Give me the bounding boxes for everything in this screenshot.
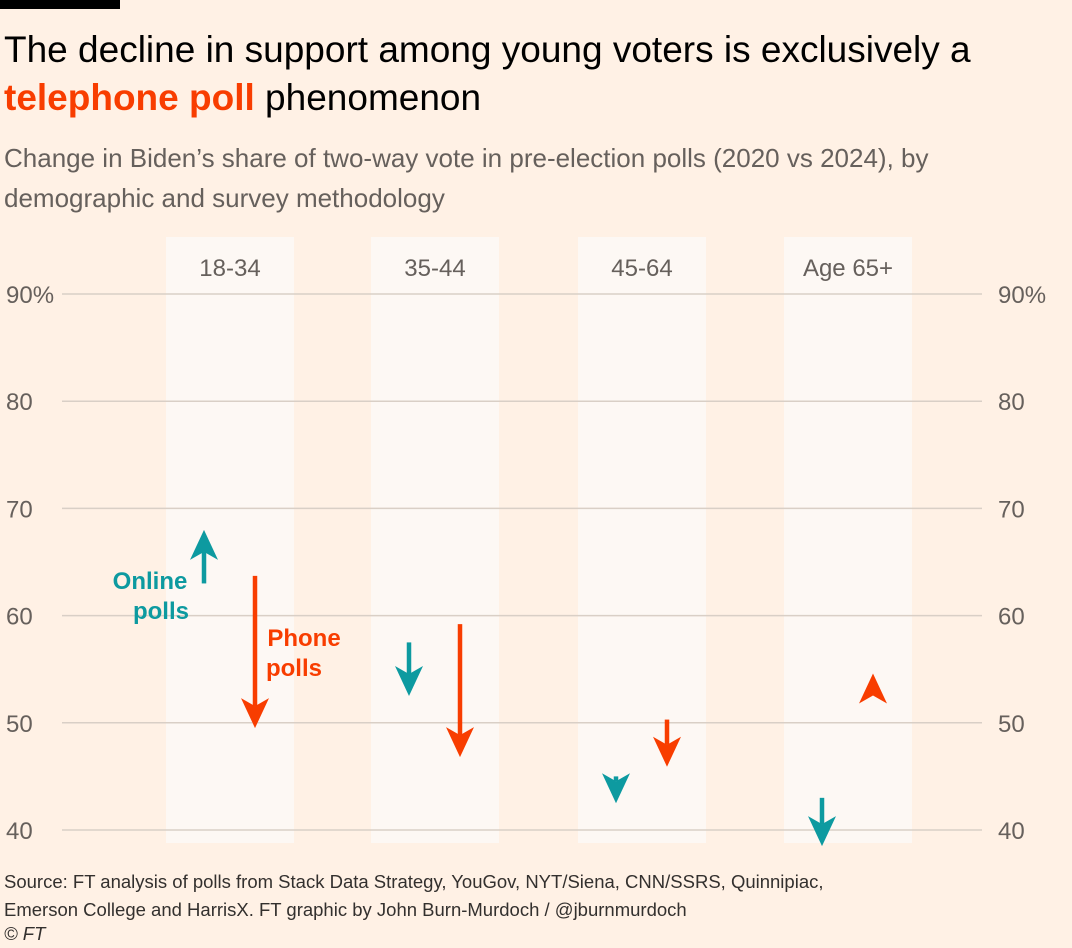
phone-arrow-3-head <box>859 673 887 704</box>
category-label-0: 18-34 <box>199 255 260 282</box>
category-label-1: 35-44 <box>404 255 465 282</box>
phone-arrow-2 <box>653 719 681 767</box>
online-arrow-3 <box>808 797 836 847</box>
y-tick-left-70: 70 <box>6 496 33 523</box>
y-tick-right-90: 90% <box>998 282 1046 309</box>
y-tick-right-70: 70 <box>998 496 1025 523</box>
title-highlight: telephone poll <box>4 77 255 118</box>
category-label-3: Age 65+ <box>803 255 893 282</box>
source-note: Source: FT analysis of polls from Stack … <box>4 868 1064 924</box>
online-arrow-2-head <box>602 773 630 804</box>
y-tick-left-80: 80 <box>6 389 33 416</box>
title-text-pre: The decline in support among young voter… <box>4 29 971 70</box>
phone-arrow-1-head <box>446 727 474 758</box>
category-panel-2 <box>578 237 706 843</box>
y-tick-right-60: 60 <box>998 604 1025 631</box>
y-tick-left-90: 90% <box>6 282 54 309</box>
source-line-1: Source: FT analysis of polls from Stack … <box>4 871 824 892</box>
online-arrow-1-head <box>395 666 423 696</box>
category-panel-0 <box>166 237 294 843</box>
category-panel-1 <box>371 237 499 843</box>
y-tick-right-40: 40 <box>998 818 1025 845</box>
phone-arrow-3 <box>859 673 887 704</box>
online-arrow-0-head <box>190 529 218 560</box>
y-tick-left-40: 40 <box>6 818 33 845</box>
y-tick-left-50: 50 <box>6 711 33 738</box>
phone-arrow-1 <box>446 624 474 758</box>
online-polls-label-line1: Online <box>113 568 188 595</box>
online-arrow-3-head <box>808 816 836 847</box>
source-line-2: Emerson College and HarrisX. FT graphic … <box>4 899 687 920</box>
y-tick-right-50: 50 <box>998 711 1025 738</box>
online-arrow-0 <box>190 529 218 584</box>
online-polls-label-line2: polls <box>133 598 189 625</box>
title-text-post: phenomenon <box>254 77 482 118</box>
phone-polls-label-line2: polls <box>266 655 322 682</box>
arrow-chart: 18-34 35-44 45-64 Age 65+ 40 40 50 50 60 60 70 70 80… <box>6 237 1046 847</box>
phone-arrow-0-head <box>241 698 269 729</box>
y-tick-right-80: 80 <box>998 389 1025 416</box>
online-arrow-2 <box>602 773 630 804</box>
phone-polls-label-line1: Phone <box>267 625 340 652</box>
phone-arrow-0 <box>241 575 269 729</box>
y-tick-left-60: 60 <box>6 604 33 631</box>
phone-arrow-2-head <box>653 736 681 767</box>
copyright: © FT <box>4 923 46 944</box>
category-label-2: 45-64 <box>611 255 672 282</box>
online-arrow-1 <box>395 642 423 696</box>
category-panel-3 <box>784 237 912 843</box>
ft-top-bar <box>0 0 120 9</box>
chart-subtitle: Change in Biden’s share of two-way vote … <box>4 143 929 213</box>
chart-title: The decline in support among young voter… <box>4 26 1064 122</box>
